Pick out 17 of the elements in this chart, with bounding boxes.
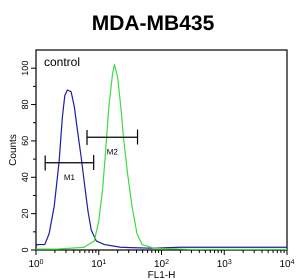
- y-tick-label: 0: [20, 247, 30, 253]
- chart-title: MDA-MB435: [92, 12, 215, 35]
- series-label: M2: [106, 148, 118, 157]
- annotation: control: [44, 55, 80, 69]
- x-tick-label: 10$^{0}$: [28, 258, 44, 270]
- series-label: M1: [64, 173, 76, 182]
- y-tick-label: 40: [20, 172, 30, 182]
- x-tick-label: 10$^{2}$: [154, 258, 170, 270]
- y-tick-label: 100: [20, 60, 30, 76]
- x-tick-label: 10$^{4}$: [279, 258, 295, 270]
- y-axis-title: Counts: [8, 134, 19, 166]
- y-tick-label: 60: [20, 136, 30, 146]
- x-tick-label: 10$^{3}$: [216, 258, 232, 270]
- x-tick-label: 10$^{1}$: [91, 258, 106, 270]
- y-tick-label: 20: [20, 208, 30, 219]
- x-axis-title: FL1-H: [148, 270, 176, 280]
- y-tick-label: 80: [20, 100, 30, 110]
